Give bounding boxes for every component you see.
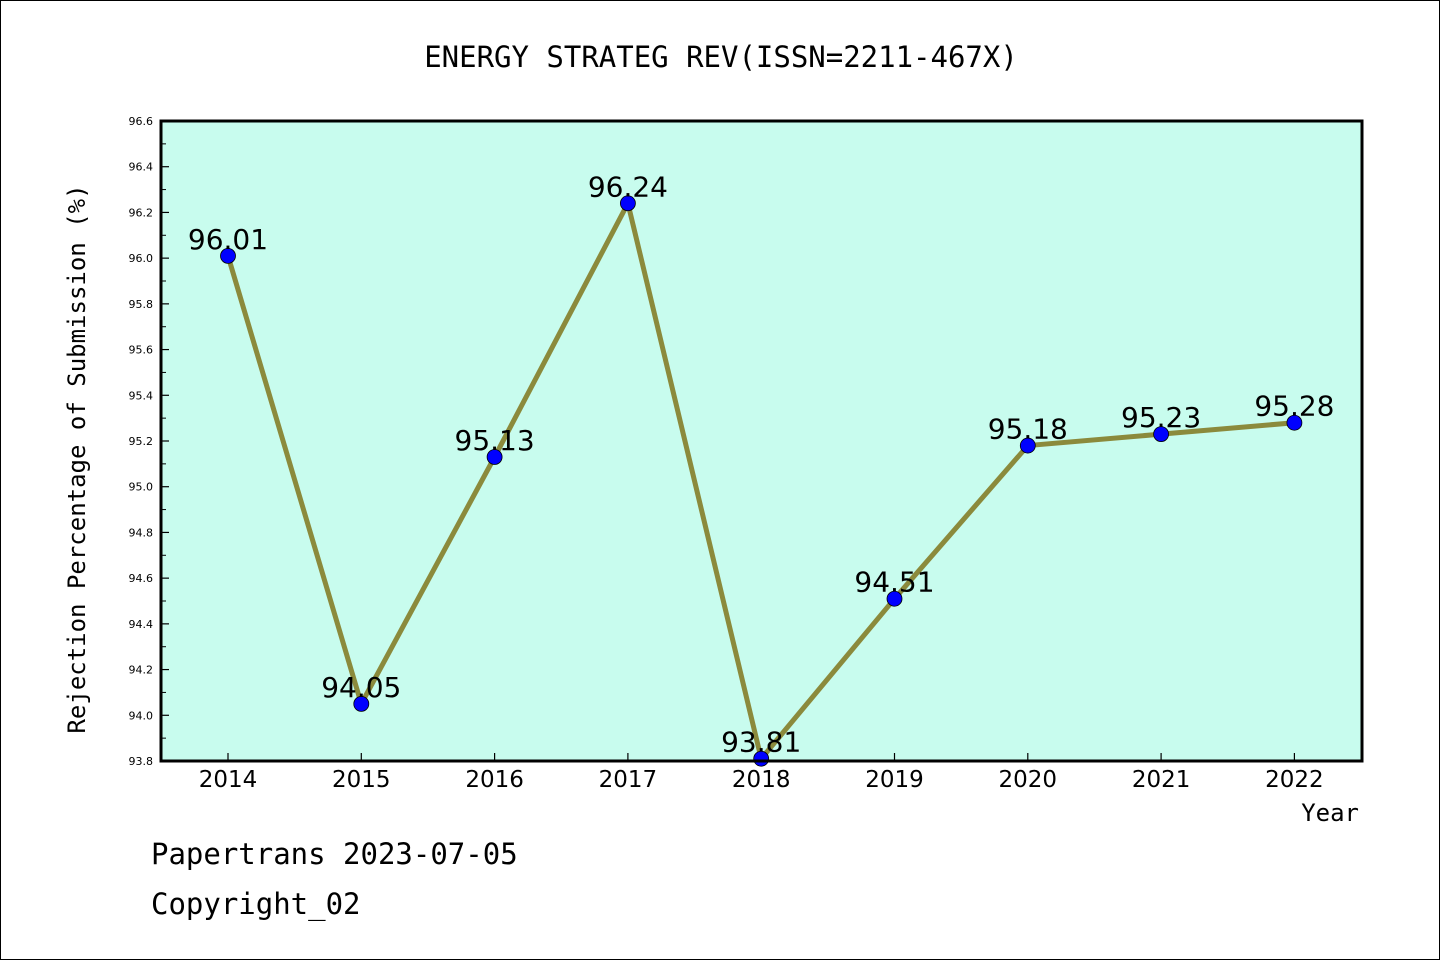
y-tick-label: 94.0 [129,709,154,722]
x-tick-label: 2020 [999,767,1058,793]
footer-copyright: Copyright_02 [151,887,361,921]
data-label: 94.51 [854,566,934,599]
data-point [353,695,370,712]
data-point [620,195,636,212]
data-point [1019,437,1036,454]
data-point [1153,426,1169,443]
y-axis-label: Rejection Percentage of Submission (%) [63,184,91,733]
x-tick-label: 2022 [1265,767,1324,793]
y-tick-label: 94.4 [129,618,154,631]
y-tick-label: 94.2 [129,664,154,677]
x-axis: 2014 2015 2016 2017 2018 2019 2020 2021 2022 [199,753,1324,793]
footer-date: Papertrans 2023-07-05 [151,837,518,871]
data-label: 95.18 [988,413,1068,446]
data-label: 96.01 [188,223,268,256]
chart-title: ENERGY STRATEG REV(ISSN=2211-467X) [424,40,1018,74]
data-label: 94.05 [321,671,401,704]
data-label: 93.81 [721,726,801,759]
y-tick-label: 95.4 [129,389,154,402]
y-tick-label: 94.6 [129,572,154,585]
y-axis: 93.8 94.0 94.2 94.4 94.6 94.8 95.0 95.2 95.4 95.6… [129,115,169,768]
y-tick-label: 96.4 [129,161,154,174]
x-axis-label: Year [1301,799,1359,827]
plot-border [159,119,1364,763]
y-tick-label: 95.2 [129,435,154,448]
plot-area [161,121,1362,761]
x-tick-label: 2016 [465,767,524,793]
x-tick-label: 2021 [1132,767,1191,793]
data-point [1286,414,1303,431]
x-tick-label: 2019 [865,767,924,793]
data-point [220,247,236,264]
y-tick-label: 96.2 [129,206,154,219]
x-tick-label: 2017 [599,767,658,793]
y-tick-label: 95.0 [129,481,154,494]
data-point [886,590,903,607]
x-tick-label: 2015 [332,767,391,793]
data-point [486,449,503,465]
data-label: 95.28 [1254,390,1334,423]
y-tick-label: 96.0 [129,252,154,265]
data-label: 95.13 [455,424,535,457]
series-group: 96.01 94.05 95.13 96.24 93.81 94.51 95.18 95.23… [188,170,1334,767]
data-label: 96.24 [588,170,668,203]
y-tick-label: 94.8 [129,526,154,539]
y-tick-label: 93.8 [129,755,154,768]
y-tick-label: 95.6 [129,344,154,357]
x-tick-label: 2018 [732,767,791,793]
y-tick-label: 96.6 [129,115,154,128]
y-tick-label: 95.8 [129,298,154,311]
data-label: 95.23 [1121,401,1201,434]
x-tick-label: 2014 [199,767,258,793]
